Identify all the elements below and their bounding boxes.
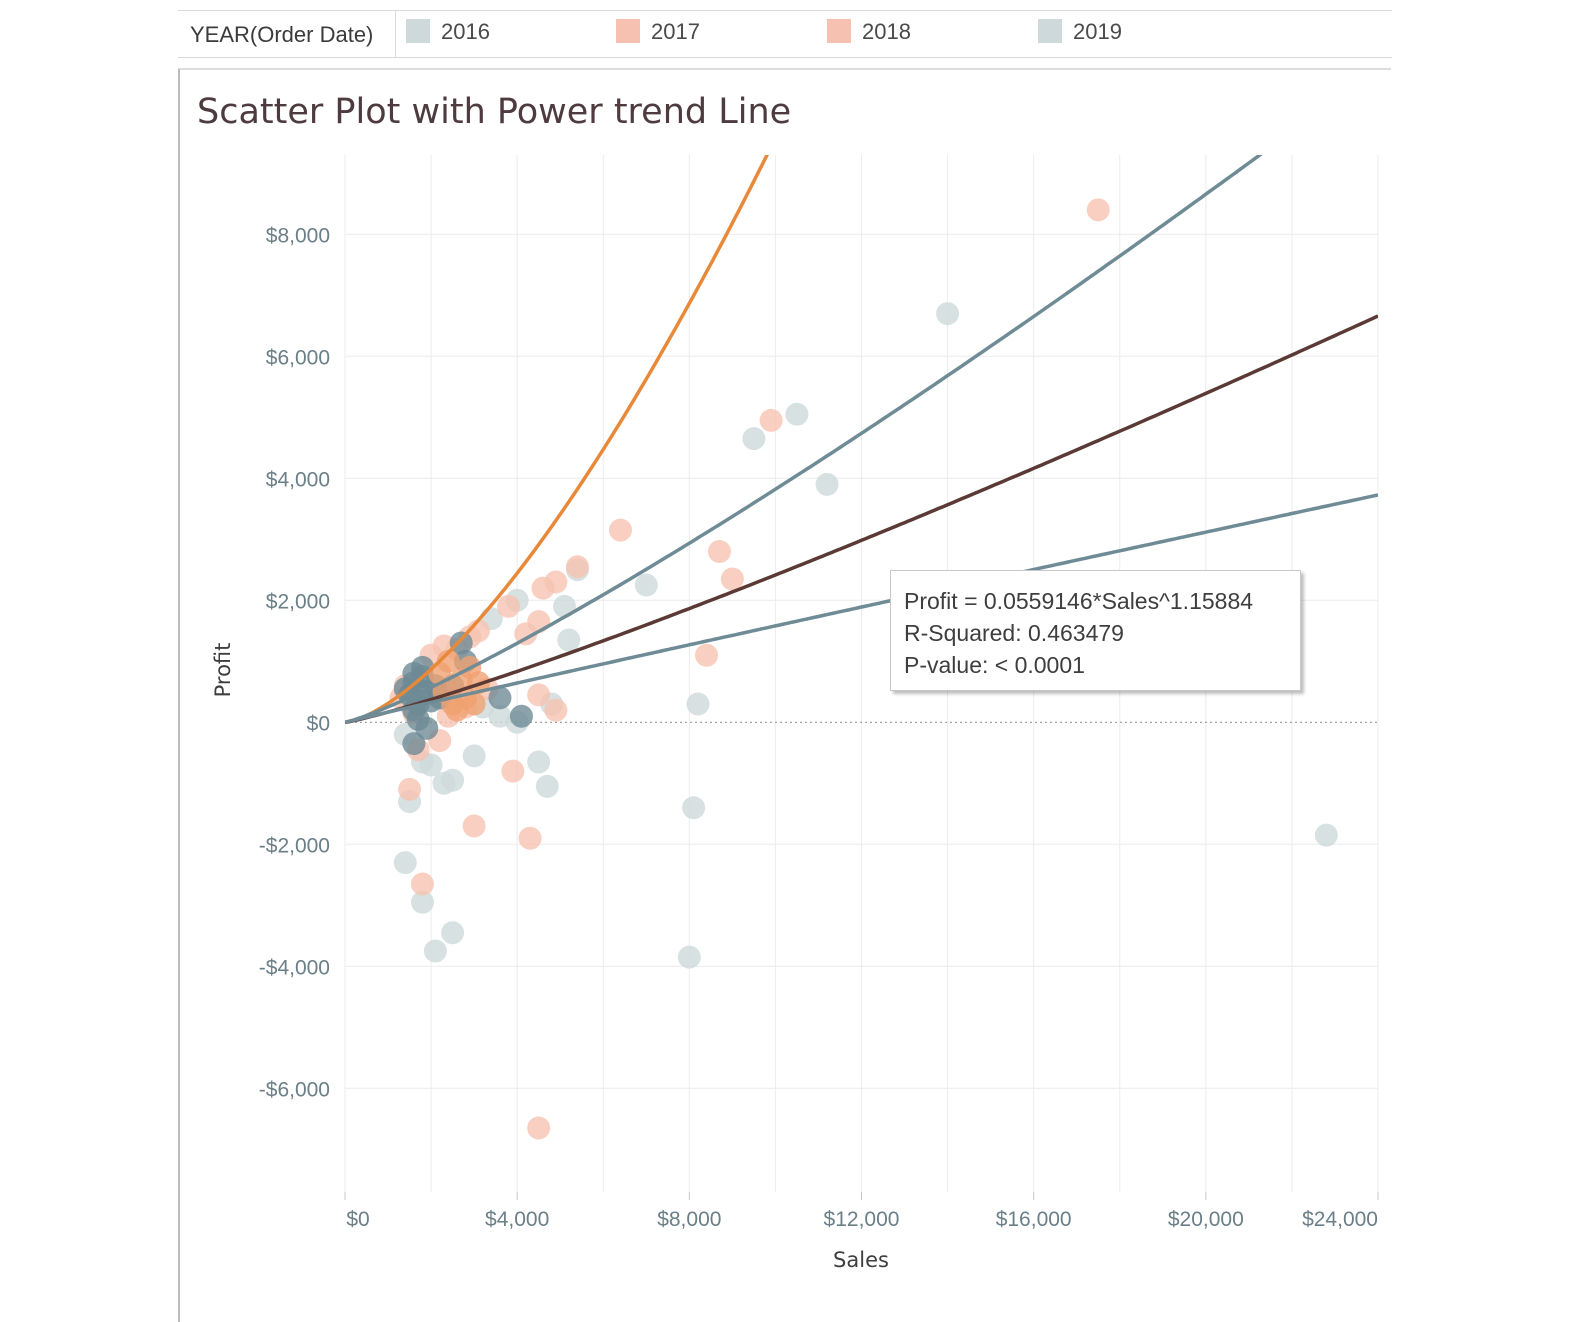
data-point xyxy=(497,594,521,618)
data-point xyxy=(514,622,538,646)
data-point xyxy=(462,744,486,768)
data-point xyxy=(535,774,559,798)
tooltip-p-value: P-value: < 0.0001 xyxy=(904,652,1085,678)
trend-lines xyxy=(345,155,1378,725)
data-point xyxy=(557,628,581,652)
y-tick-label: $8,000 xyxy=(266,224,330,247)
grid-lines xyxy=(344,155,1379,1192)
y-tick-label: $0 xyxy=(307,712,330,735)
legend-swatch-2018 xyxy=(827,19,851,43)
data-point xyxy=(527,683,551,707)
data-point xyxy=(936,302,960,326)
trend-line xyxy=(345,155,1263,725)
tooltip-equation: Profit = 0.0559146*Sales^1.15884 xyxy=(904,588,1254,614)
data-point xyxy=(1314,823,1338,847)
legend-swatch-2017 xyxy=(616,19,640,43)
data-point xyxy=(462,692,486,716)
worksheet-panel xyxy=(178,68,1391,1322)
data-point xyxy=(742,427,766,451)
data-point xyxy=(707,540,731,563)
data-point xyxy=(682,796,706,820)
trend-line-tooltip: Profit = 0.0559146*Sales^1.15884 R-Squar… xyxy=(890,570,1301,691)
data-point xyxy=(410,872,434,896)
chart-title: Scatter Plot with Power trend Line xyxy=(197,92,792,132)
data-point xyxy=(720,567,744,591)
legend-label-2019: 2019 xyxy=(1073,19,1122,44)
data-point xyxy=(410,890,434,914)
y-tick-label: -$6,000 xyxy=(259,1078,330,1101)
x-tick-label: $8,000 xyxy=(657,1208,721,1231)
data-point xyxy=(432,771,456,795)
data-point xyxy=(509,704,533,728)
x-tick-label: $24,000 xyxy=(1302,1208,1378,1231)
legend-title: YEAR(Order Date) xyxy=(178,11,396,57)
data-point xyxy=(531,576,555,600)
legend-label-2016: 2016 xyxy=(441,19,490,44)
data-point xyxy=(634,573,658,597)
legend-label-2017: 2017 xyxy=(651,19,700,44)
y-tick-label: -$4,000 xyxy=(259,956,330,979)
data-point xyxy=(527,1116,551,1140)
color-legend: YEAR(Order Date) 2016 2017 2018 2019 xyxy=(178,10,1392,58)
y-tick-label: $4,000 xyxy=(266,468,330,491)
x-tick-label: $12,000 xyxy=(824,1208,900,1231)
data-point xyxy=(686,692,710,716)
data-point xyxy=(488,704,512,728)
data-point xyxy=(695,643,719,667)
data-point xyxy=(553,594,577,618)
data-point xyxy=(415,716,439,740)
data-point xyxy=(785,402,809,426)
data-point xyxy=(449,631,473,655)
data-point xyxy=(527,750,551,774)
tooltip-r-squared: R-Squared: 0.463479 xyxy=(904,620,1124,646)
data-point xyxy=(565,555,589,579)
data-point xyxy=(402,732,426,756)
data-point xyxy=(1086,198,1110,222)
data-point xyxy=(393,851,417,875)
data-point xyxy=(488,686,512,710)
x-axis-label: Sales xyxy=(833,1248,889,1272)
y-axis-label: Profit xyxy=(211,643,235,698)
legend-swatch-2016 xyxy=(406,19,430,43)
data-point xyxy=(398,777,422,801)
data-point xyxy=(759,408,783,432)
x-tick-label: $4,000 xyxy=(485,1208,549,1231)
data-point xyxy=(518,826,542,850)
trend-line xyxy=(345,493,1378,724)
trend-line xyxy=(345,155,769,725)
data-point xyxy=(815,472,839,496)
x-tick-label: $20,000 xyxy=(1168,1208,1244,1231)
y-tick-label: -$2,000 xyxy=(259,834,330,857)
x-tick-label: $16,000 xyxy=(996,1208,1072,1231)
legend-label-2018: 2018 xyxy=(862,19,911,44)
data-point xyxy=(419,753,443,777)
data-point xyxy=(608,518,632,542)
data-point xyxy=(423,939,447,963)
trend-line xyxy=(345,314,1378,725)
x-axis: $0 $4,000 $8,000 $12,000 $16,000 $20,000 $24,0… xyxy=(344,1192,1379,1231)
y-tick-label: $6,000 xyxy=(266,346,330,369)
data-point xyxy=(462,814,486,838)
data-point xyxy=(441,921,465,945)
data-point xyxy=(402,662,426,685)
y-axis: $8,000 $6,000 $4,000 $2,000 $0 -$2,000 -$4,000… xyxy=(259,224,330,1101)
data-point xyxy=(501,759,525,783)
legend-swatch-2019 xyxy=(1038,19,1062,43)
y-tick-label: $2,000 xyxy=(266,590,330,613)
data-point xyxy=(436,649,460,673)
data-point xyxy=(544,698,568,722)
x-tick-label: $0 xyxy=(346,1208,369,1231)
data-point xyxy=(677,945,701,969)
